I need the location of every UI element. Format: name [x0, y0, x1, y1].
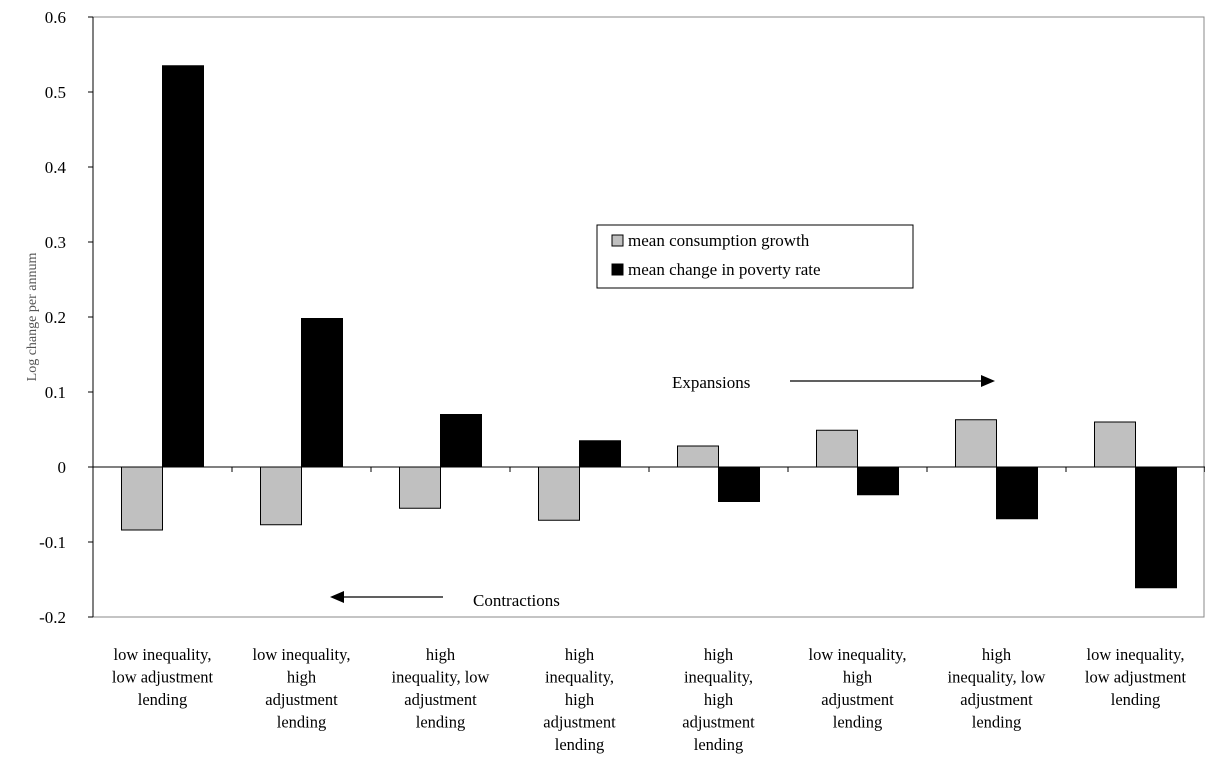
y-tick-label: 0.3 — [45, 233, 66, 252]
category-label-line: lending — [833, 713, 883, 732]
annotations: Expansions Contractions — [330, 373, 995, 610]
bar-poverty-change — [996, 466, 1038, 520]
category-label-line: inequality, — [684, 668, 753, 687]
bar-poverty-change — [301, 318, 343, 468]
contractions-label: Contractions — [473, 591, 560, 610]
y-axis-label: Log change per annum — [25, 253, 40, 382]
y-tick-label: 0 — [58, 458, 67, 477]
category-label-line: lending — [277, 713, 327, 732]
category-label-line: adjustment — [682, 713, 755, 732]
category-label-line: high — [704, 645, 734, 664]
category-label-line: high — [426, 645, 456, 664]
expansions-label: Expansions — [672, 373, 750, 392]
category-label-line: inequality, low — [948, 668, 1046, 687]
y-tick-label: 0.1 — [45, 383, 66, 402]
y-tick-labels: -0.2 -0.1 0 0.1 0.2 0.3 0.4 0.5 0.6 — [39, 8, 66, 627]
category-labels: low inequality, low adjustment lending low … — [112, 645, 1187, 754]
category-label-line: high — [843, 668, 873, 687]
bar-poverty-change — [718, 466, 760, 502]
y-tick-label: -0.2 — [39, 608, 66, 627]
bar-consumption-growth — [1094, 421, 1136, 468]
category-label-line: low adjustment — [112, 668, 214, 687]
bar-poverty-change — [857, 466, 899, 496]
y-tick-label: 0.6 — [45, 8, 66, 27]
bar-consumption-growth — [677, 445, 719, 468]
y-tick-label: 0.4 — [45, 158, 67, 177]
category-label-line: high — [565, 690, 595, 709]
category-label-line: inequality, — [545, 668, 614, 687]
bar-consumption-growth — [260, 466, 302, 526]
category-label-line: lending — [694, 735, 744, 754]
bar-consumption-growth — [816, 429, 858, 468]
y-tick-label: -0.1 — [39, 533, 66, 552]
bar-poverty-change — [162, 65, 204, 468]
category-label-line: lending — [138, 690, 188, 709]
plot-frame — [92, 16, 1205, 618]
category-label-line: high — [287, 668, 317, 687]
chart-axes — [88, 16, 1205, 618]
bar-consumption-growth — [538, 466, 580, 521]
category-label-line: lending — [1111, 690, 1161, 709]
category-label-line: low inequality, — [1087, 645, 1185, 664]
category-label-line: adjustment — [543, 713, 616, 732]
bar-consumption-growth — [955, 419, 997, 468]
legend-swatch-consumption — [611, 234, 624, 247]
bar-poverty-change — [440, 414, 482, 468]
legend-swatch-poverty — [611, 263, 624, 276]
category-label-line: low adjustment — [1085, 668, 1187, 687]
category-label-line: low inequality, — [114, 645, 212, 664]
legend-box — [596, 224, 914, 289]
y-axis-label-group: Log change per annum — [25, 253, 40, 382]
y-tick-label: 0.5 — [45, 83, 66, 102]
bar-consumption-growth — [121, 466, 163, 531]
category-label-line: high — [982, 645, 1012, 664]
bar-poverty-change — [1135, 466, 1177, 589]
y-tick-label: 0.2 — [45, 308, 66, 327]
category-label-line: low inequality, — [253, 645, 351, 664]
category-label-line: adjustment — [821, 690, 894, 709]
category-label-line: lending — [972, 713, 1022, 732]
category-label-line: adjustment — [960, 690, 1033, 709]
category-label-line: lending — [416, 713, 466, 732]
bar-poverty-change — [579, 440, 621, 468]
category-label-line: lending — [555, 735, 605, 754]
category-label-line: high — [565, 645, 595, 664]
category-label-line: inequality, low — [392, 668, 490, 687]
category-label-line: adjustment — [404, 690, 477, 709]
legend: mean consumption growth mean change in p… — [596, 224, 914, 289]
category-label-line: low inequality, — [809, 645, 907, 664]
legend-label-consumption: mean consumption growth — [628, 231, 810, 250]
legend-label-poverty: mean change in poverty rate — [628, 260, 821, 279]
contractions-arrowhead — [330, 591, 344, 603]
category-label-line: high — [704, 690, 734, 709]
bars — [121, 65, 1177, 589]
category-label-line: adjustment — [265, 690, 338, 709]
expansions-arrowhead — [981, 375, 995, 387]
bar-consumption-growth — [399, 466, 441, 509]
